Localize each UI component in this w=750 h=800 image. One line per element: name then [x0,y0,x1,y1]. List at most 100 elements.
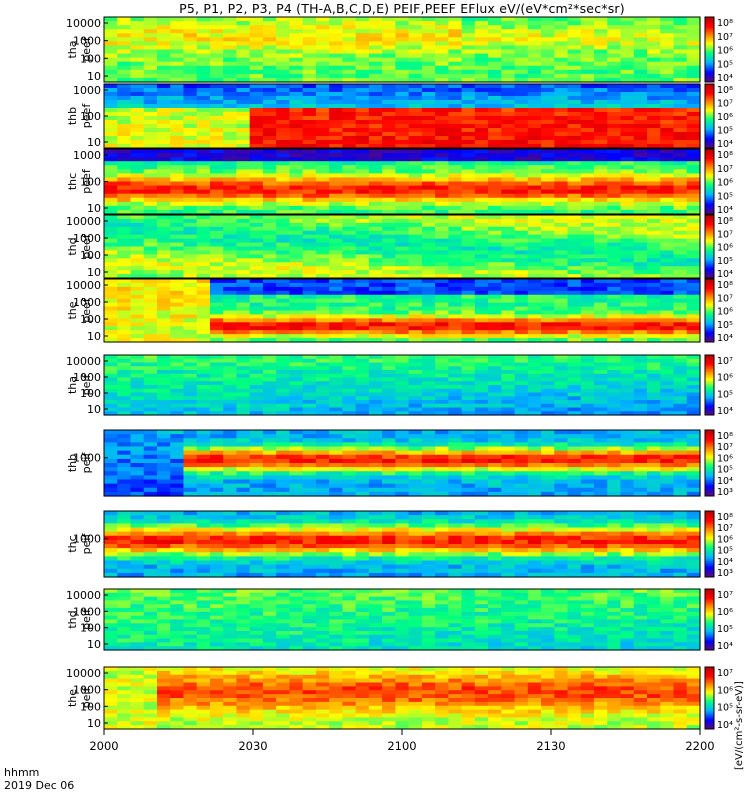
heatmap-cell [117,274,132,279]
heatmap-cell [130,25,145,30]
heatmap-cell [249,205,264,211]
heatmap-cell [527,392,542,397]
heatmap-cell [607,140,622,145]
heatmap-cell [541,149,555,154]
heatmap-cell [448,53,463,59]
heatmap-cell [567,326,582,331]
heatmap-cell [236,140,251,145]
heatmap-cell [329,286,343,292]
heatmap-cell [620,238,635,244]
colorbar-cell [705,84,714,87]
heatmap-cell [262,37,277,42]
heatmap-cell [382,385,396,390]
heatmap-cell [143,454,158,460]
heatmap-cell [421,370,436,375]
heatmap-cell [342,479,357,485]
heatmap-cell [236,392,251,397]
heatmap-cell [183,222,198,228]
heatmap-cell [262,458,277,464]
heatmap-cell [302,132,317,137]
heatmap-cell [620,84,635,89]
colorbar-cell [705,210,714,213]
heatmap-cell [567,270,582,275]
heatmap-cell [474,77,489,83]
heatmap-cell [183,338,198,343]
heatmap-cell [488,193,502,199]
heatmap-cell [117,242,132,248]
heatmap-cell [302,318,317,323]
heatmap-cell [660,73,675,79]
heatmap-cell [673,61,688,67]
heatmap-cell [594,330,608,335]
heatmap-cell [501,338,516,343]
heatmap-cell [276,330,291,335]
heatmap-cell [289,197,304,203]
heatmap-cell [527,322,542,327]
heatmap-cell [329,294,343,300]
heatmap-cell [395,49,410,55]
heatmap-cell [302,471,317,476]
heatmap-cell [196,294,211,300]
heatmap-cell [607,222,622,228]
heatmap-cell [170,136,185,141]
heatmap-cell [342,73,357,79]
heatmap-cell [421,169,436,174]
heatmap-cell [673,144,688,149]
heatmap-cell [156,108,171,113]
heatmap-cell [315,270,330,275]
heatmap-cell [302,100,317,105]
heatmap-cell [620,181,635,187]
heatmap-cell [580,234,595,240]
heatmap-cell [647,388,661,394]
heatmap-cell [673,17,688,22]
heatmap-cell [421,258,436,263]
heatmap-cell [395,290,410,296]
heatmap-cell [130,108,145,113]
heatmap-cell [342,475,357,481]
colorbar-cell [705,401,714,404]
heatmap-cell [474,100,489,105]
heatmap-cell [474,120,489,125]
heatmap-cell [209,483,224,489]
heatmap-cell [395,88,410,93]
heatmap-cell [342,104,357,109]
heatmap-cell [408,65,423,71]
heatmap-cell [130,96,145,101]
heatmap-cell [236,181,251,187]
heatmap-cell [342,69,357,75]
heatmap-cell [594,165,608,170]
heatmap-cell [395,132,410,137]
heatmap-cell [514,282,529,288]
heatmap-cell [223,124,238,129]
heatmap-cell [276,57,291,63]
heatmap-cell [633,181,648,187]
heatmap-cell [673,282,688,288]
heatmap-cell [567,88,582,93]
heatmap-cell [673,45,688,51]
heatmap-cell [183,392,198,397]
heatmap-cell [647,322,661,327]
heatmap-cell [223,112,238,117]
heatmap-cell [262,218,277,224]
heatmap-cell [355,45,370,51]
heatmap-cell [633,112,648,117]
heatmap-cell [130,242,145,248]
heatmap-cell [209,29,224,34]
heatmap-cell [580,230,595,236]
heatmap-cell [382,306,396,312]
heatmap-cell [647,53,661,59]
heatmap-cell [580,294,595,300]
heatmap-cell [382,403,396,409]
heatmap-cell [329,17,343,22]
heatmap-cell [673,298,688,304]
heatmap-cell [514,112,529,117]
heatmap-cell [461,330,476,335]
heatmap-cell [209,467,224,472]
heatmap-cell [130,338,145,343]
heatmap-cell [382,326,396,331]
heatmap-cell [329,104,343,109]
heatmap-cell [501,226,516,232]
heatmap-cell [117,330,132,335]
heatmap-cell [554,120,569,125]
heatmap-cell [435,25,449,30]
